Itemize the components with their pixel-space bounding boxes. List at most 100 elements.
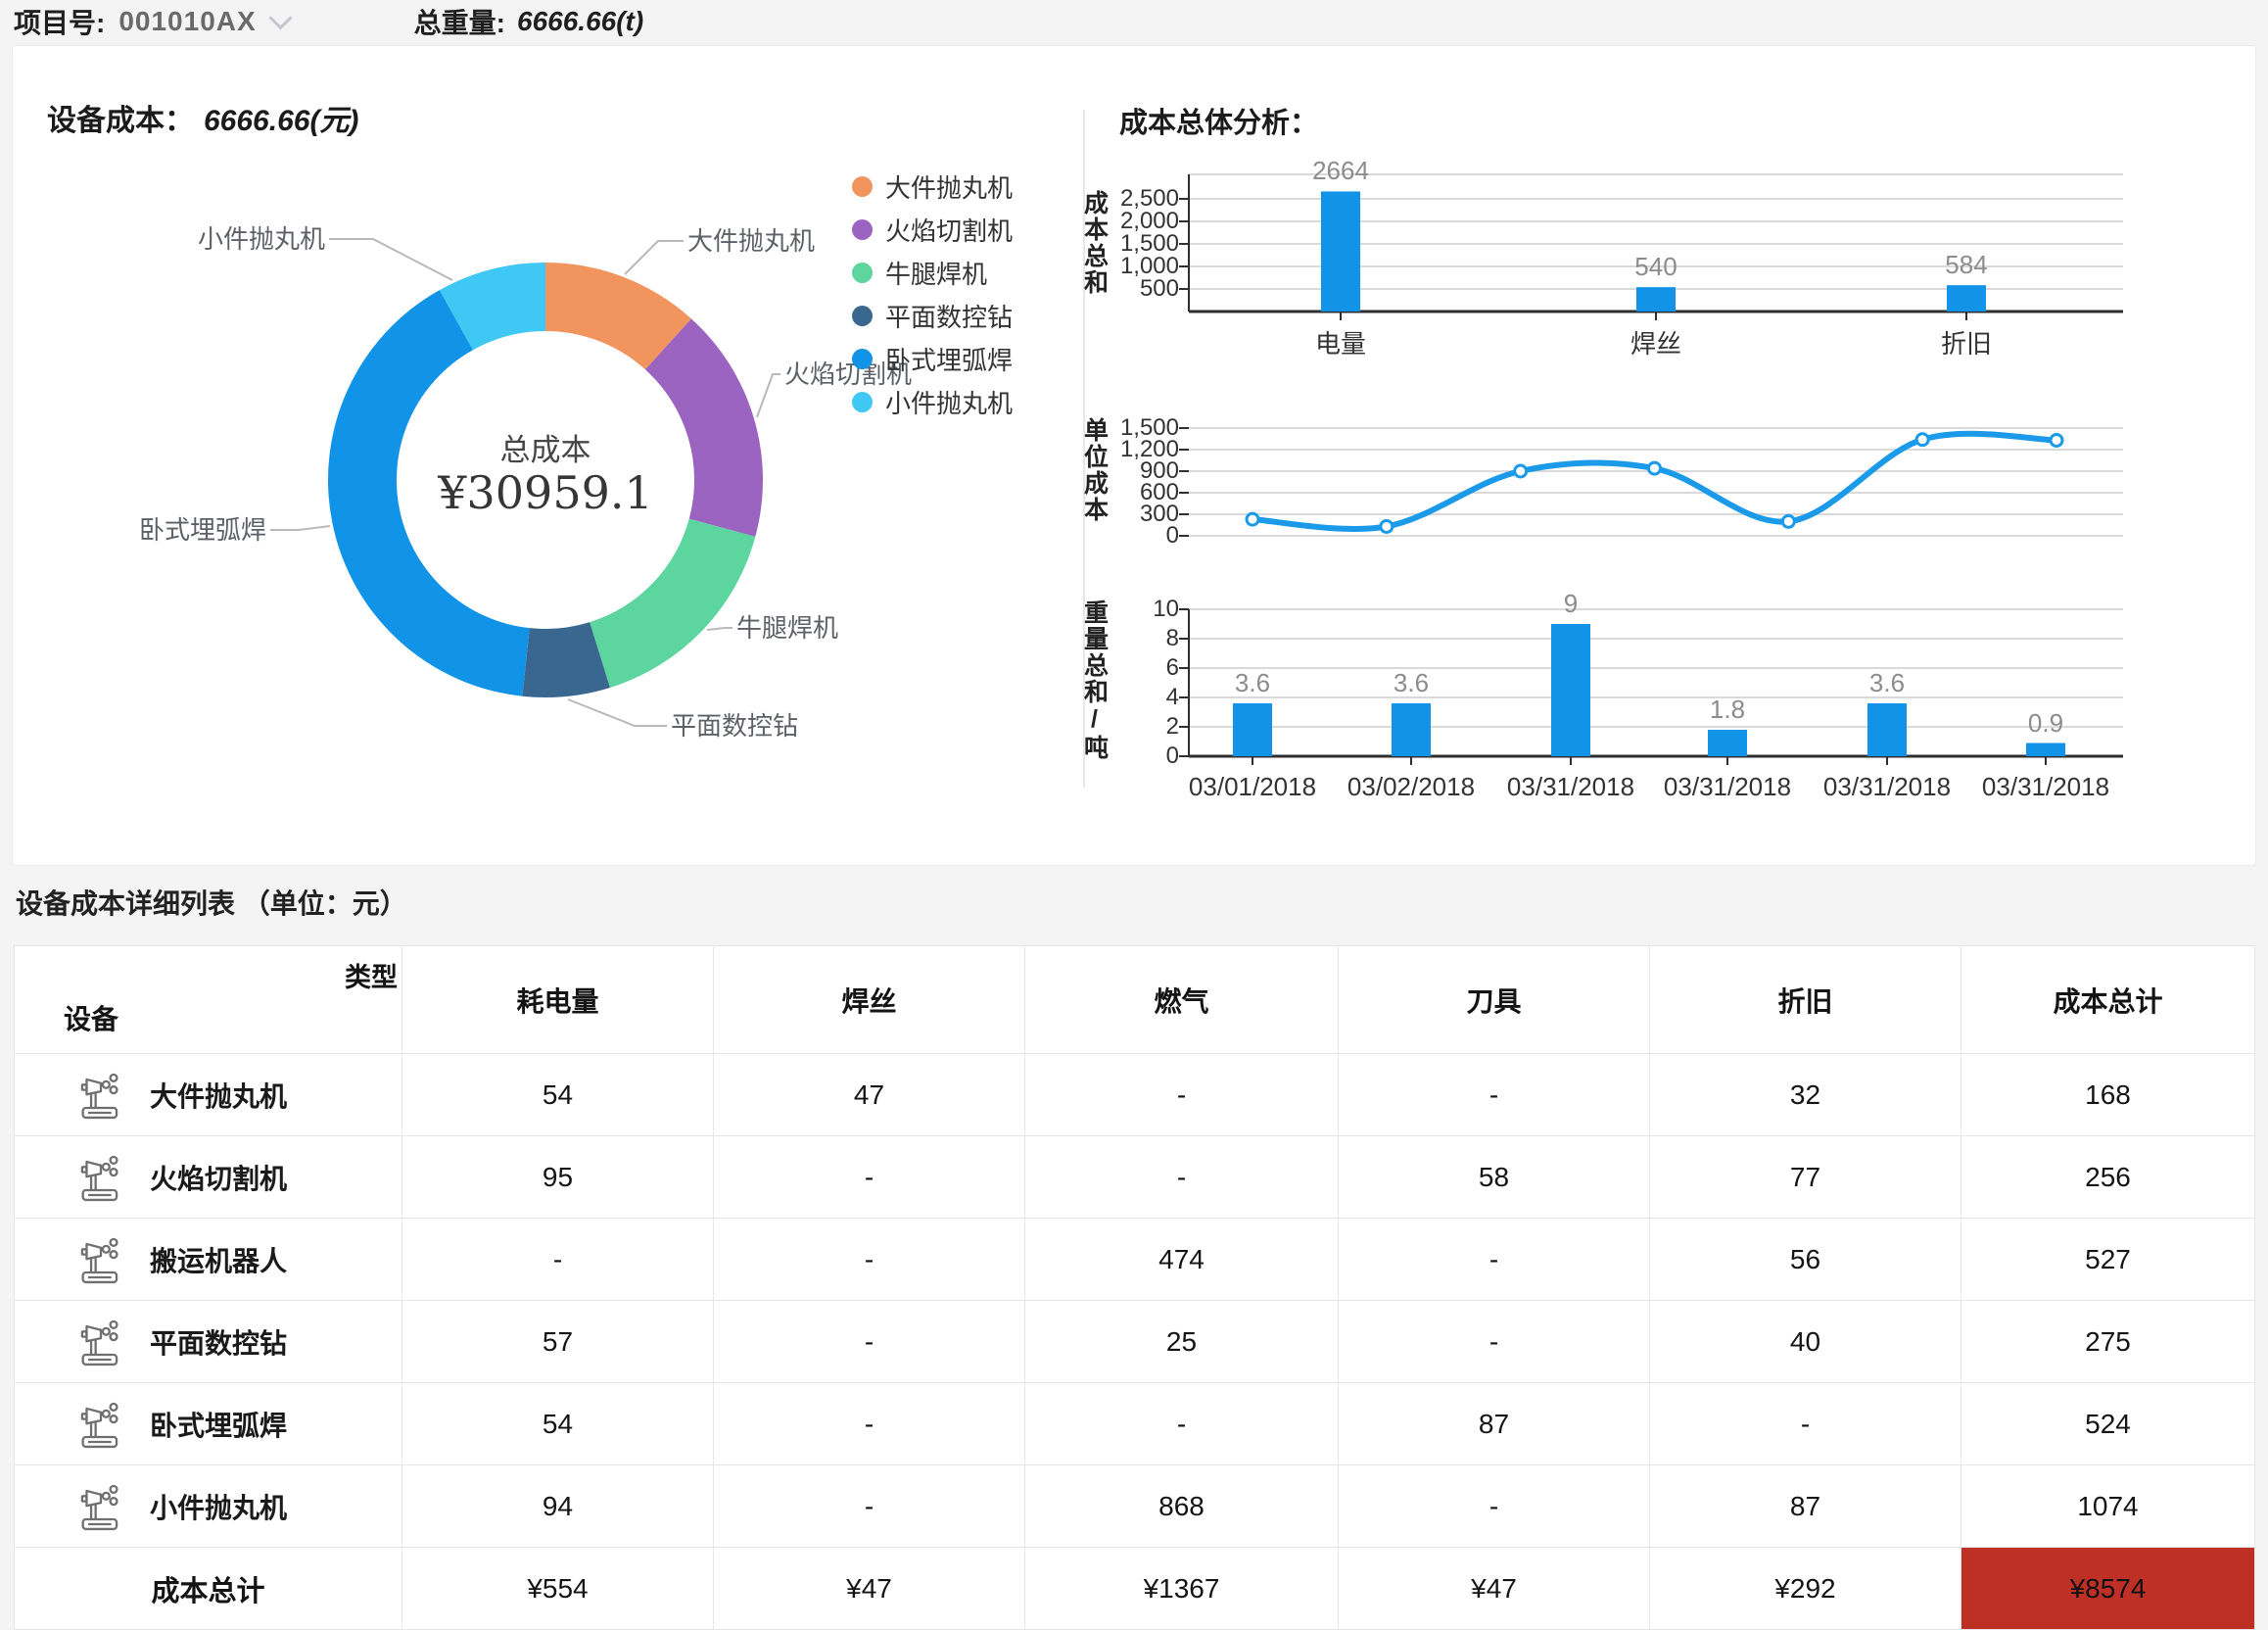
y-axis-title-text: 成本总和 [1080,190,1109,296]
x-date-label: 03/01/2018 [1188,772,1317,801]
device-cell: 小件抛丸机 [14,1464,402,1548]
legend-item-牛腿焊机[interactable]: 牛腿焊机 [852,258,987,289]
total-label: 成本总计 [14,1547,402,1630]
column-header-燃气: 燃气 [1024,945,1339,1054]
column-header-刀具: 刀具 [1338,945,1650,1054]
cell-焊丝: - [713,1218,1025,1301]
machine-icon [80,1237,118,1283]
legend-item-小件抛丸机[interactable]: 小件抛丸机 [852,387,1013,418]
project-number-label: 项目号: [14,8,106,38]
y-axis-title-text: 重量总和/吨 [1080,599,1109,761]
cell-刀具: 58 [1338,1135,1650,1219]
y-tick-label: 2 [1165,713,1179,740]
cell-耗电量: - [402,1218,714,1301]
y-tick-label: 8 [1165,625,1179,651]
legend-dot-icon [852,391,873,412]
donut-callout-label-大件抛丸机: 大件抛丸机 [687,226,816,256]
y-axis-title-weight-sum: 重量总和/吨 [1075,596,1112,764]
machine-icon [80,1319,118,1366]
cell-成本总计: 524 [1961,1382,2255,1465]
cell-燃气: - [1024,1382,1339,1465]
donut-callout-label-卧式埋弧焊: 卧式埋弧焊 [138,515,266,545]
legend-dot-icon [852,305,873,326]
y-tick-label: 500 [1139,275,1179,302]
table-row: 小件抛丸机 94-868-87 1074 [14,1464,2255,1548]
donut-callout-label-火焰切割机: 火焰切割机 [784,360,913,389]
device-cell: 卧式埋弧焊 [14,1382,402,1465]
legend-item-label: 牛腿焊机 [885,259,988,289]
cell-成本总计: 527 [1961,1218,2255,1301]
corner-device-label: 设备 [64,1004,119,1034]
bar-value-label: 3.6 [1868,668,1906,697]
x-date-label: 03/31/2018 [1506,772,1635,801]
table-row: 搬运机器人 - -474-56 527 [14,1218,2255,1301]
cell-折旧: 32 [1649,1053,1961,1136]
legend-item-label: 大件抛丸机 [885,172,1014,203]
device-cost-value: 6666.66(元) [204,105,359,137]
cell-折旧: 56 [1649,1218,1961,1301]
legend-dot-icon [852,262,873,283]
total-cell-燃气: ¥1367 [1024,1547,1339,1630]
cell-耗电量: 94 [402,1464,714,1548]
cell-耗电量: 54 [402,1053,714,1136]
y-tick-label: 900 [1139,457,1179,484]
x-category-label: 折旧 [1940,329,1992,359]
table-row: 平面数控钻 57-25-40 275 [14,1300,2255,1383]
y-tick-label: 0 [1165,522,1179,549]
device-name: 搬运机器人 [150,1245,288,1276]
corner-type-label: 类型 [345,963,398,992]
cell-燃气: 25 [1024,1300,1339,1383]
y-tick-label: 300 [1139,501,1179,527]
cell-燃气: - [1024,1053,1339,1136]
project-number-value[interactable]: 001010AX [118,6,257,36]
y-tick-label: 2,000 [1119,208,1179,234]
cell-燃气: 474 [1024,1218,1339,1301]
total-cell-焊丝: ¥47 [713,1547,1025,1630]
bar-value-label: 3.6 [1234,668,1271,697]
device-cost-title: 设备成本： 6666.66(元) [47,96,358,139]
machine-icon [80,1402,118,1448]
y-tick-label: 1,200 [1119,436,1179,462]
bar-value-label: 584 [1945,250,1988,280]
y-axis-title-cost-sum: 成本总和 [1075,174,1112,312]
cell-折旧: 40 [1649,1300,1961,1383]
bar-value-label: 0.9 [2027,707,2064,738]
x-category-label: 电量 [1314,329,1366,359]
y-tick-label: 1,500 [1119,414,1179,441]
donut-callout-label-小件抛丸机: 小件抛丸机 [197,224,325,254]
machine-icon [80,1155,118,1201]
y-tick-label: 1,500 [1119,230,1179,257]
device-name: 火焰切割机 [150,1163,288,1194]
cell-刀具: - [1338,1300,1650,1383]
x-date-label: 03/31/2018 [1981,772,2110,801]
cell-成本总计: 1074 [1961,1464,2255,1548]
total-weight-value: 6666.66(t) [517,6,644,36]
y-tick-label: 10 [1153,596,1179,622]
x-category-label: 焊丝 [1630,329,1681,359]
cell-焊丝: - [713,1464,1025,1548]
legend-item-卧式埋弧焊[interactable]: 卧式埋弧焊 [852,344,1013,375]
donut-center-label: 总成本 [499,433,591,468]
legend-item-平面数控钻[interactable]: 平面数控钻 [852,301,1013,332]
table-row: 大件抛丸机 54 47- -32 168 [14,1053,2255,1136]
device-name: 小件抛丸机 [150,1492,288,1523]
total-grand-cell-highlight: ¥8574 [1961,1547,2255,1630]
cell-燃气: - [1024,1135,1339,1219]
bar-value-label: 9 [1563,589,1579,618]
device-name: 大件抛丸机 [150,1080,288,1112]
chevron-down-icon[interactable] [268,5,293,30]
donut-center-value: ¥30959.1 [438,466,653,519]
table-title: 设备成本详细列表 （单位：元） [16,888,407,919]
cell-刀具: - [1338,1218,1650,1301]
device-cell: 平面数控钻 [14,1300,402,1383]
x-date-label: 03/31/2018 [1663,772,1792,801]
legend-item-大件抛丸机[interactable]: 大件抛丸机 [852,171,1013,203]
legend-item-火焰切割机[interactable]: 火焰切割机 [852,215,1013,246]
x-date-label: 03/02/2018 [1347,772,1476,801]
legend-item-label: 平面数控钻 [885,302,1014,332]
cell-焊丝: - [713,1300,1025,1383]
cell-折旧: 77 [1649,1135,1961,1219]
y-axis-title-text: 单位成本 [1080,417,1109,523]
total-cell-耗电量: ¥554 [402,1547,714,1630]
